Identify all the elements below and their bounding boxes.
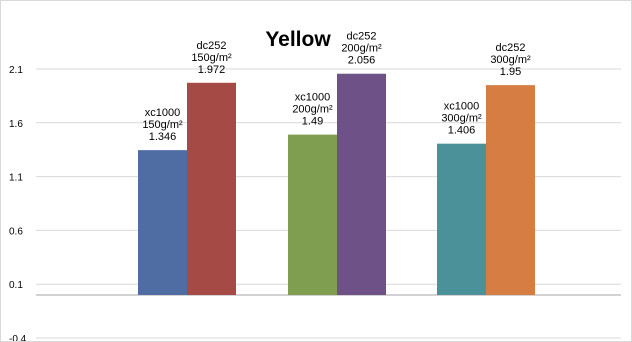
bar-label-product: dc252 [496, 42, 526, 54]
data-labels: xc1000150g/m²1.346dc252150g/m²1.972xc100… [142, 31, 531, 143]
bar-label-product: dc252 [197, 40, 227, 52]
bar-label-product: dc252 [347, 31, 377, 43]
bar-label-weight: 150g/m² [142, 119, 183, 131]
bar-label-product: xc1000 [444, 101, 479, 113]
bar-label-weight: 200g/m² [292, 104, 333, 116]
chart-title: Yellow [265, 28, 331, 51]
bar-label-weight: 200g/m² [341, 43, 382, 55]
bar-value-label: 2.056 [348, 55, 376, 67]
bar-value-label: 1.972 [198, 64, 226, 76]
bar [187, 82, 236, 295]
bar-label-product: xc1000 [145, 107, 180, 119]
y-tick-label: -0.4 [9, 334, 27, 341]
y-tick-label: 1.1 [9, 173, 23, 184]
bar-value-label: 1.346 [149, 131, 177, 143]
y-tick-label: 2.1 [9, 65, 23, 76]
bar-label-weight: 300g/m² [441, 113, 482, 125]
bar [437, 143, 486, 295]
bar-label-weight: 300g/m² [490, 54, 531, 66]
bar-value-label: 1.406 [448, 125, 476, 137]
bar [337, 73, 386, 295]
bars [138, 73, 535, 295]
bar-value-label: 1.95 [500, 66, 521, 78]
bar [486, 85, 535, 295]
y-axis-tick-labels: 2.1 1.6 1.1 0.6 0.1 -0.4 [9, 65, 27, 341]
bar-value-label: 1.49 [302, 116, 323, 128]
bar-label-weight: 150g/m² [191, 52, 232, 64]
bar [288, 134, 337, 295]
bar [138, 150, 187, 295]
y-tick-label: 0.1 [9, 280, 23, 291]
y-tick-label: 1.6 [9, 119, 23, 130]
bar-label-product: xc1000 [295, 92, 330, 104]
y-tick-label: 0.6 [9, 226, 23, 237]
